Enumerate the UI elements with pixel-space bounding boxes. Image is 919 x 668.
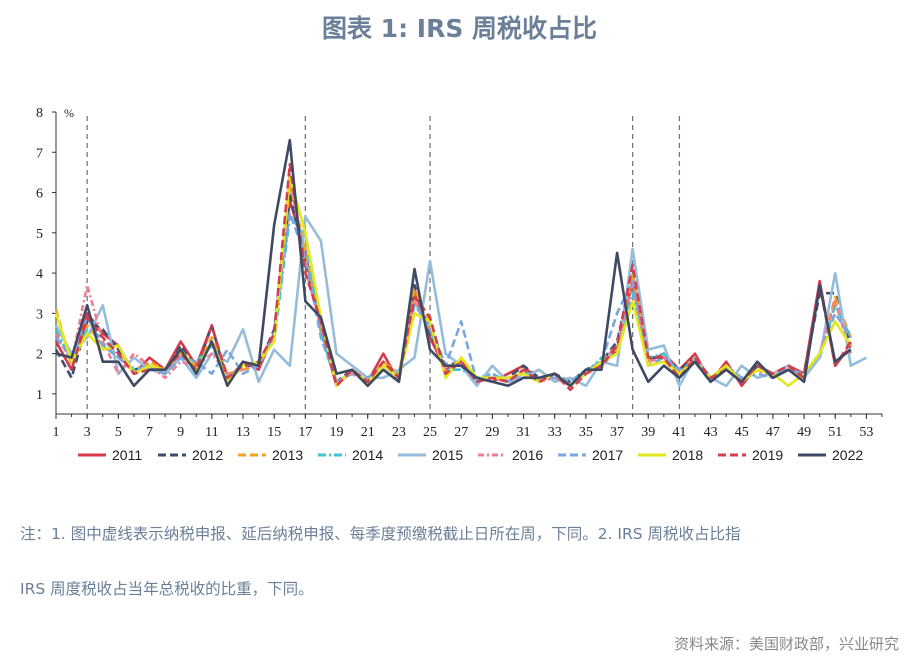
x-tick-label: 13 (236, 425, 250, 440)
legend-label-2016: 2016 (512, 447, 543, 463)
x-tick-label: 3 (84, 425, 91, 440)
x-tick-label: 5 (115, 425, 122, 440)
y-tick-label: 8 (36, 106, 43, 121)
footnote-line-1: 注：1. 图中虚线表示纳税申报、延后纳税申报、每季度预缴税截止日所在周，下同。2… (20, 525, 741, 543)
x-tick-label: 47 (766, 425, 780, 440)
footnote-line-2: IRS 周度税收占当年总税收的比重，下同。 (20, 580, 314, 598)
legend-label-2018: 2018 (672, 447, 703, 463)
legend-label-2013: 2013 (272, 447, 303, 463)
y-tick-label: 5 (36, 227, 43, 242)
x-tick-label: 33 (548, 425, 562, 440)
x-tick-label: 9 (177, 425, 184, 440)
x-tick-label: 23 (392, 425, 406, 440)
x-tick-label: 43 (704, 425, 718, 440)
y-tick-label: 3 (36, 307, 43, 322)
chart-title: 图表 1: IRS 周税收占比 (321, 14, 598, 43)
y-tick-label: 1 (36, 388, 43, 403)
x-tick-label: 35 (579, 425, 593, 440)
legend-label-2014: 2014 (352, 447, 383, 463)
x-tick-label: 27 (454, 425, 468, 440)
series-line-2018 (54, 175, 852, 388)
x-tick-label: 29 (485, 425, 499, 440)
x-tick-label: 49 (797, 425, 811, 440)
y-tick-label: 4 (36, 267, 43, 282)
x-tick-label: 11 (205, 425, 218, 440)
x-tick-label: 39 (641, 425, 655, 440)
x-tick-label: 53 (859, 425, 873, 440)
x-tick-label: 17 (298, 425, 312, 440)
x-tick-label: 15 (267, 425, 281, 440)
legend-label-2015: 2015 (432, 447, 463, 463)
legend-label-2012: 2012 (192, 447, 223, 463)
x-tick-label: 31 (517, 425, 531, 440)
legend-label-2017: 2017 (592, 447, 623, 463)
series-line-2019 (54, 163, 852, 392)
x-tick-label: 51 (828, 425, 842, 440)
y-axis-unit: % (64, 106, 74, 120)
y-tick-label: 7 (36, 146, 43, 161)
x-tick-label: 1 (53, 425, 60, 440)
x-tick-label: 19 (330, 425, 344, 440)
source-text: 资料来源：美国财政部，兴业研究 (673, 635, 899, 653)
legend-label-2011: 2011 (112, 447, 142, 463)
legend-label-2022: 2022 (832, 447, 863, 463)
x-tick-label: 21 (361, 425, 375, 440)
x-tick-label: 7 (146, 425, 153, 440)
legend-label-2019: 2019 (752, 447, 783, 463)
series-line-2012 (54, 191, 853, 384)
y-tick-label: 2 (36, 348, 43, 363)
x-tick-label: 37 (610, 425, 624, 440)
x-tick-label: 45 (735, 425, 749, 440)
y-tick-label: 6 (36, 187, 43, 202)
series-line-2022 (55, 138, 852, 388)
x-tick-label: 25 (423, 425, 437, 440)
x-tick-label: 41 (672, 425, 686, 440)
